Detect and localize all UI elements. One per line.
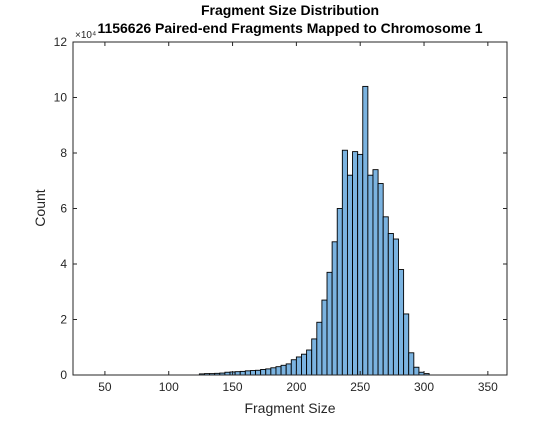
x-tick-label: 300: [414, 380, 434, 394]
histogram-bar: [260, 369, 267, 376]
histogram-bar: [352, 151, 359, 376]
y-tick-label: 12: [54, 35, 68, 49]
histogram-bar: [357, 153, 364, 376]
bars-group: [198, 85, 430, 376]
histogram-bar: [270, 367, 277, 376]
y-tick-label: 0: [60, 368, 67, 382]
plot-area: [73, 42, 507, 375]
histogram-bar: [382, 216, 389, 376]
y-tick-label: 6: [60, 202, 67, 216]
histogram-bar: [326, 271, 333, 376]
histogram-bar: [408, 352, 415, 376]
histogram-bar: [275, 366, 282, 376]
x-tick-label: 50: [98, 380, 112, 394]
histogram-bar: [301, 353, 308, 376]
x-axis-label: Fragment Size: [244, 400, 335, 416]
histogram-bar: [306, 349, 313, 376]
histogram-bar: [316, 321, 323, 376]
histogram-bar: [346, 174, 354, 376]
histogram-bar: [362, 85, 369, 376]
y-tick-label: 10: [54, 91, 68, 105]
histogram-bar: [403, 313, 410, 376]
x-tick-label: 250: [350, 380, 370, 394]
histogram-bar: [331, 241, 338, 376]
histogram-bar: [285, 363, 292, 376]
histogram-bar: [336, 208, 343, 376]
histogram-bar: [265, 368, 272, 376]
histogram-bar: [367, 174, 374, 376]
y-tick-label: 2: [60, 313, 67, 327]
histogram-bar: [398, 269, 405, 376]
histogram-bar: [295, 356, 302, 376]
x-tick-label: 150: [223, 380, 243, 394]
histogram-bar: [290, 359, 297, 376]
histogram-bar: [244, 370, 251, 376]
chart-title: Fragment Size Distribution: [201, 2, 379, 18]
histogram-bar: [341, 149, 348, 376]
y-tick-label: 4: [60, 257, 67, 271]
y-axis-label: Count: [32, 189, 48, 226]
x-tick-label: 350: [478, 380, 498, 394]
histogram-bar: [280, 364, 287, 376]
histogram-bar: [387, 233, 394, 376]
labels-group: Fragment Size Distribution 1156626 Paire…: [32, 2, 483, 416]
chart-subtitle: 1156626 Paired-end Fragments Mapped to C…: [97, 20, 482, 36]
histogram-bar: [392, 238, 399, 376]
x-tick-label: 200: [286, 380, 306, 394]
histogram-bar: [413, 366, 420, 376]
histogram-bar: [311, 338, 318, 376]
y-tick-label: 8: [60, 146, 67, 160]
histogram-bar: [321, 299, 328, 376]
axes-group: 50 100 150 200 250 300 350 0 2 4 6 8 10 12: [54, 35, 508, 394]
histogram-bar: [372, 169, 379, 376]
x-tick-label: 100: [159, 380, 179, 394]
histogram-bar: [255, 369, 262, 376]
histogram-bar: [377, 183, 384, 376]
histogram-bar: [249, 370, 256, 376]
y-exponent-label: ×10⁴: [75, 30, 96, 41]
histogram-bar: [239, 370, 246, 376]
